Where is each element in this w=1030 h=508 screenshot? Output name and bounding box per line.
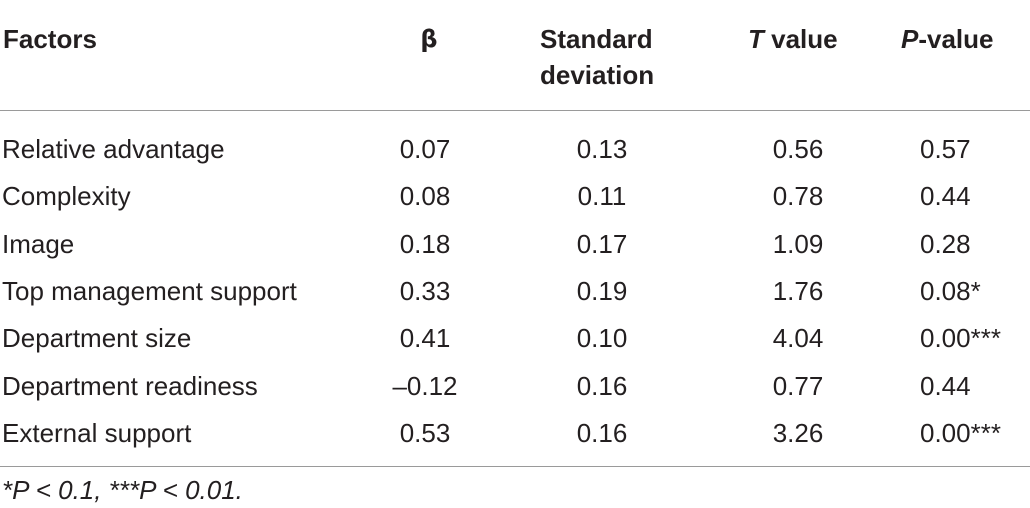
beta-cell: 0.18 [399, 228, 451, 259]
regression-table: Factors β Standard deviation T value P-v… [0, 0, 1030, 467]
factor-cell: Image [2, 228, 75, 259]
table-row: Image 0.18 0.17 1.09 0.28 [0, 226, 1030, 273]
t-value-cell: 4.04 [772, 323, 824, 354]
factor-cell: Top management support [2, 275, 297, 306]
header-sd-line1: Standard [540, 24, 653, 54]
factor-cell: Relative advantage [2, 134, 225, 164]
sd-cell: 0.11 [577, 181, 627, 212]
beta-cell: 0.07 [399, 134, 451, 164]
factor-cell: Department readiness [2, 370, 258, 401]
t-value-cell: 0.56 [772, 134, 824, 164]
sd-cell: 0.16 [576, 417, 628, 448]
t-value-cell: 0.77 [772, 370, 824, 401]
sd-cell: 0.13 [576, 134, 628, 164]
table-footnote: *P < 0.1, ***P < 0.01. [2, 475, 243, 505]
table-row: External support 0.53 0.16 3.26 0.00*** [0, 415, 1030, 462]
factor-cell: External support [2, 417, 192, 448]
t-value-cell: 1.09 [772, 228, 824, 259]
table-row: Department readiness –0.12 0.16 0.77 0.44 [0, 368, 1030, 415]
t-value-cell: 1.76 [772, 275, 824, 306]
p-value-cell: 0.08* [920, 275, 981, 306]
beta-cell: 0.33 [399, 275, 451, 306]
header-beta: β [420, 25, 438, 53]
table-body: Relative advantage 0.07 0.13 0.56 0.57 Comple… [0, 111, 1030, 467]
sd-cell: 0.10 [576, 323, 628, 354]
sd-cell: 0.19 [576, 275, 628, 306]
beta-cell: –0.12 [392, 370, 458, 401]
header-standard-deviation: Standard deviation [540, 21, 654, 93]
header-sd-line2: deviation [540, 60, 655, 90]
p-value-cell: 0.57 [920, 134, 971, 164]
factor-cell: Complexity [2, 181, 131, 212]
t-value-cell: 3.26 [772, 417, 824, 448]
table-row: Complexity 0.08 0.11 0.78 0.44 [0, 178, 1030, 225]
beta-cell: 0.53 [399, 417, 451, 448]
header-p-rest: -value [918, 24, 994, 54]
beta-cell: 0.08 [399, 181, 451, 212]
p-value-cell: 0.28 [920, 228, 971, 259]
header-factors: Factors [3, 24, 97, 54]
header-p-italic: P [901, 24, 919, 54]
p-value-cell: 0.44 [920, 370, 971, 401]
factor-cell: Department size [2, 323, 192, 354]
beta-cell: 0.41 [399, 323, 451, 354]
p-value-cell: 0.00*** [920, 417, 1001, 448]
header-t-italic: T [748, 24, 764, 54]
p-value-cell: 0.00*** [920, 323, 1001, 354]
sd-cell: 0.17 [576, 228, 628, 259]
table-row: Top management support 0.33 0.19 1.76 0.08* [0, 273, 1030, 320]
sd-cell: 0.16 [576, 370, 628, 401]
header-t-rest: value [763, 24, 838, 54]
table-header: Factors β Standard deviation T value P-v… [0, 0, 1030, 111]
table-row: Department size 0.41 0.10 4.04 0.00*** [0, 320, 1030, 367]
table-row: Relative advantage 0.07 0.13 0.56 0.57 [0, 131, 1030, 178]
header-p-value: P-value [901, 21, 994, 57]
header-t-value: T value [748, 21, 838, 57]
p-value-cell: 0.44 [920, 181, 971, 212]
t-value-cell: 0.78 [772, 181, 824, 212]
